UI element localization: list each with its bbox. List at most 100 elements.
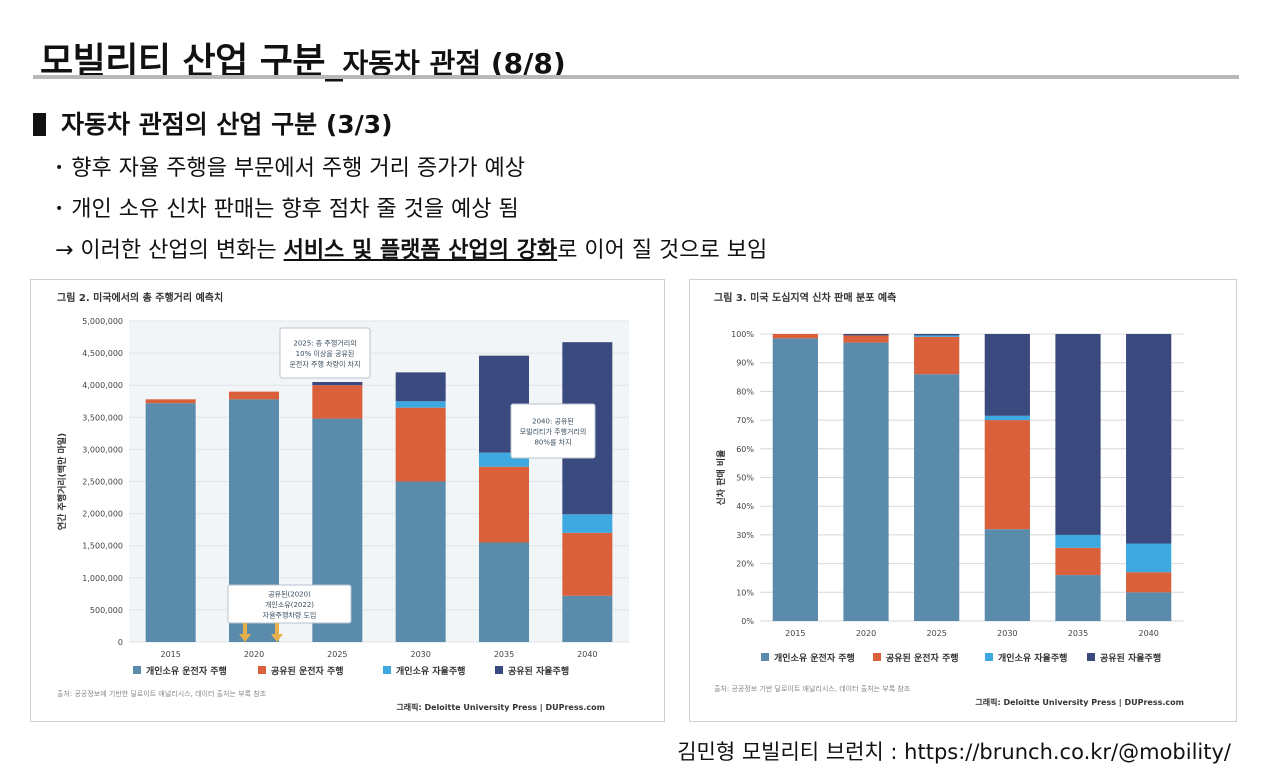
bar-segment (1055, 534, 1101, 548)
legend-label: 공유된 운전자 주행 (886, 652, 959, 664)
sales-share-chart: 그림 3. 미국 도심지역 신차 판매 분포 예측 0% 10% 20% 30% 40% 5… (714, 291, 1184, 707)
y-tick-label: 90% (736, 359, 754, 368)
conclusion-suffix: 로 이어 질 것으로 보임 (557, 238, 768, 263)
bar-segment (395, 481, 446, 642)
legend-swatch (985, 653, 993, 661)
bar-segment (479, 542, 529, 642)
y-tick-label: 50% (736, 474, 754, 483)
chart-title: 그림 2. 미국에서의 총 주행거리 예측치 (57, 291, 223, 304)
y-tick-label: 4,500,000 (82, 349, 123, 358)
y-tick-label: 20% (736, 560, 754, 569)
annotation-text: 2025: 총 주행거리의 (293, 339, 356, 348)
x-tick-label: 2040 (1138, 629, 1158, 638)
bar-segment (843, 334, 889, 336)
annotation-text: 공유된(2020) (268, 591, 311, 599)
x-tick-label: 2030 (410, 650, 430, 659)
legend-label: 개인소유 운전자 주행 (774, 652, 855, 664)
bar-segment (145, 403, 196, 642)
x-tick-label: 2020 (856, 629, 876, 638)
intro-arrow-icon (243, 623, 247, 634)
annotation-box (510, 403, 596, 459)
bar-segment (562, 514, 613, 533)
bar-segment (1126, 572, 1172, 593)
bullet-dot-icon: • (55, 160, 64, 176)
y-tick-label: 70% (736, 416, 754, 425)
legend-swatch (495, 666, 503, 674)
y-tick-label: 3,000,000 (82, 445, 123, 454)
x-tick-label: 2030 (997, 629, 1017, 638)
annotation-text: 개인소유(2022) (265, 600, 314, 609)
annotation-text: 10% 이상을 공유된 (296, 349, 355, 358)
bar-segment (843, 342, 889, 621)
bar-segment (914, 334, 960, 336)
bar-segment (479, 466, 529, 543)
x-tick-label: 2015 (160, 650, 180, 659)
bar-segment (1055, 547, 1101, 576)
bar-segment (843, 335, 889, 343)
bullet-dot-icon: • (55, 201, 64, 217)
x-tick-label: 2025 (926, 629, 946, 638)
legend-swatch (258, 666, 266, 674)
annotation-text: 자율주행차량 도입 (263, 611, 317, 620)
legend-label: 공유된 자율주행 (508, 665, 569, 677)
bullet-text: 향후 자율 주행을 부문에서 주행 거리 증가가 예상 (71, 156, 526, 181)
mileage-chart-panel: 그림 2. 미국에서의 총 주행거리 예측치 0 500,000 1,000,000 1… (30, 279, 665, 722)
legend-swatch (133, 666, 141, 674)
y-tick-label: 2,000,000 (82, 510, 123, 519)
intro-arrow-head-icon (271, 634, 283, 642)
conclusion-emphasis: 서비스 및 플랫폼 산업의 강화 (283, 238, 558, 263)
bar-segment (1055, 575, 1101, 621)
x-tick-label: 2035 (1068, 629, 1088, 638)
intro-arrow-head-icon (239, 634, 251, 642)
y-tick-label: 500,000 (90, 606, 123, 615)
page-title-sub: 자동차 관점 (8/8) (342, 47, 566, 80)
y-tick-label: 100% (731, 330, 754, 339)
annotation-text: 80%를 차지 (534, 438, 571, 447)
square-bullet-icon (33, 113, 46, 136)
legend-swatch (873, 653, 881, 661)
x-tick-label: 2035 (494, 650, 514, 659)
mileage-chart: 그림 2. 미국에서의 총 주행거리 예측치 0 500,000 1,000,000 1… (56, 291, 629, 712)
legend-label: 공유된 자율주행 (1100, 652, 1161, 664)
y-tick-label: 3,500,000 (82, 413, 123, 422)
bullet-text: 개인 소유 신차 판매는 향후 점차 줄 것을 예상 됨 (71, 197, 519, 222)
bar-segment (984, 420, 1030, 530)
section-heading-text: 자동차 관점의 산업 구분 (3/3) (61, 110, 393, 139)
bar-segment (145, 399, 196, 404)
title-underline (33, 75, 1239, 79)
bar-segment (395, 401, 446, 408)
conclusion-line: → 이러한 산업의 변화는 서비스 및 플랫폼 산업의 강화로 이어 질 것으로… (55, 232, 767, 264)
bar-segment (914, 335, 960, 337)
y-tick-label: 10% (736, 588, 754, 597)
chart-source: 출처: 공공정보에 기반한 딜로이트 애널리시스, 데이터 출처는 부록 참조 (57, 689, 267, 698)
bar-segment (562, 532, 613, 596)
legend-label: 개인소유 자율주행 (998, 652, 1067, 664)
y-tick-label: 40% (736, 502, 754, 511)
bar-segment (772, 338, 818, 621)
annotation-box (279, 327, 371, 379)
bar-segment (395, 372, 446, 402)
bar-segment (229, 391, 279, 400)
y-axis-label: 신차 판매 비율 (715, 450, 727, 506)
x-tick-label: 2040 (577, 650, 597, 659)
x-tick-label: 2015 (785, 629, 805, 638)
legend-label: 개인소유 자율주행 (396, 665, 465, 677)
footer-credit: 김민형 모빌리티 브런치 : https://brunch.co.kr/@mob… (677, 740, 1231, 764)
annotation-text: 운전자 주행 차량이 차지 (289, 360, 360, 369)
bar-segment (1126, 334, 1172, 544)
chart-title: 그림 3. 미국 도심지역 신차 판매 분포 예측 (714, 291, 896, 304)
bar-segment (562, 595, 613, 642)
bar-segment (984, 415, 1030, 421)
bar-segment (395, 407, 446, 482)
chart-graphic-credit: 그래픽: Deloitte University Press | DUPress… (975, 697, 1184, 707)
bar-segment (1126, 592, 1172, 621)
y-tick-label: 80% (736, 387, 754, 396)
bar-segment (772, 334, 818, 339)
annotation-text: 2040: 공유된 (532, 418, 574, 426)
section-heading: 자동차 관점의 산업 구분 (3/3) (33, 105, 393, 141)
y-axis-label: 연간 주행거리(백만 마일) (56, 433, 68, 530)
legend-swatch (1087, 653, 1095, 661)
x-tick-label: 2020 (244, 650, 264, 659)
conclusion-prefix: → 이러한 산업의 변화는 (55, 238, 284, 263)
y-tick-label: 30% (736, 531, 754, 540)
